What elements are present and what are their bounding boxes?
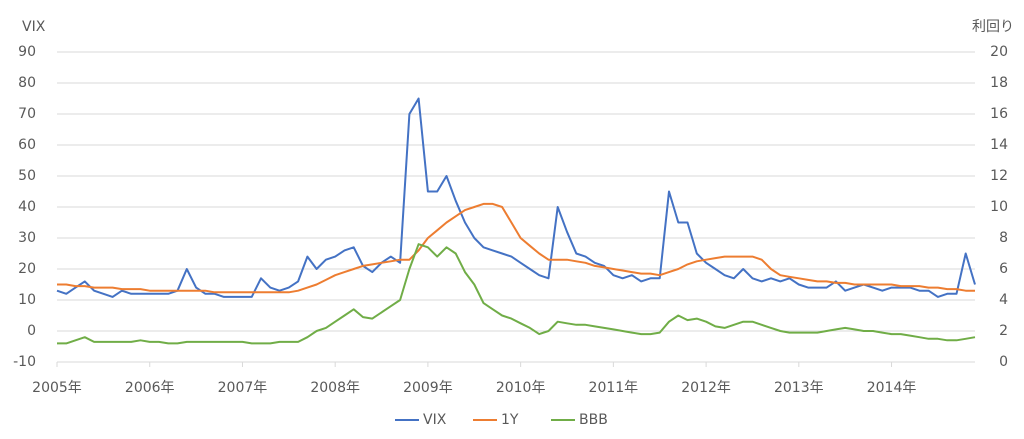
legend-label: BBB — [579, 412, 608, 428]
x-tick-label: 2006年 — [125, 380, 175, 396]
series-line — [57, 202, 975, 294]
y-tick-label: 70 — [18, 106, 36, 122]
legend-label: 1Y — [501, 412, 519, 428]
y-tick-label: 50 — [18, 168, 36, 184]
y-axis-title: VIX — [22, 19, 46, 35]
y-tick-label: 10 — [18, 292, 36, 308]
y-tick-label: 30 — [18, 230, 36, 246]
y-tick-label: 40 — [18, 199, 36, 215]
y2-tick-label: 4 — [999, 292, 1008, 308]
x-tick-label: 2007年 — [218, 380, 268, 396]
y-tick-label: 80 — [18, 75, 36, 91]
y2-tick-label: 2 — [999, 323, 1008, 339]
y2-axis-title: 利回り — [972, 19, 1014, 35]
y2-tick-label: 14 — [990, 137, 1008, 153]
x-tick-label: 2014年 — [867, 380, 917, 396]
y-tick-label: -10 — [13, 354, 36, 370]
x-tick-label: 2005年 — [32, 380, 82, 396]
x-tick-label: 2008年 — [310, 380, 360, 396]
series-line — [56, 97, 976, 298]
y2-tick-label: 6 — [999, 261, 1008, 277]
x-tick-label: 2012年 — [681, 380, 731, 396]
legend-label: VIX — [423, 412, 447, 428]
x-tick-label: 2009年 — [403, 380, 453, 396]
y2-tick-label: 10 — [990, 199, 1008, 215]
y-tick-label: 60 — [18, 137, 36, 153]
y2-tick-label: 18 — [990, 75, 1008, 91]
y2-tick-label: 20 — [990, 44, 1008, 60]
y2-tick-label: 0 — [999, 354, 1008, 370]
x-tick-label: 2013年 — [774, 380, 824, 396]
y-tick-label: 20 — [18, 261, 36, 277]
series-line — [57, 243, 976, 345]
y2-tick-label: 16 — [990, 106, 1008, 122]
x-tick-label: 2010年 — [496, 380, 546, 396]
x-tick-label: 2011年 — [589, 380, 639, 396]
y2-tick-label: 12 — [990, 168, 1008, 184]
y2-tick-label: 8 — [999, 230, 1008, 246]
y-tick-label: 0 — [27, 323, 36, 339]
y-tick-label: 90 — [18, 44, 36, 60]
